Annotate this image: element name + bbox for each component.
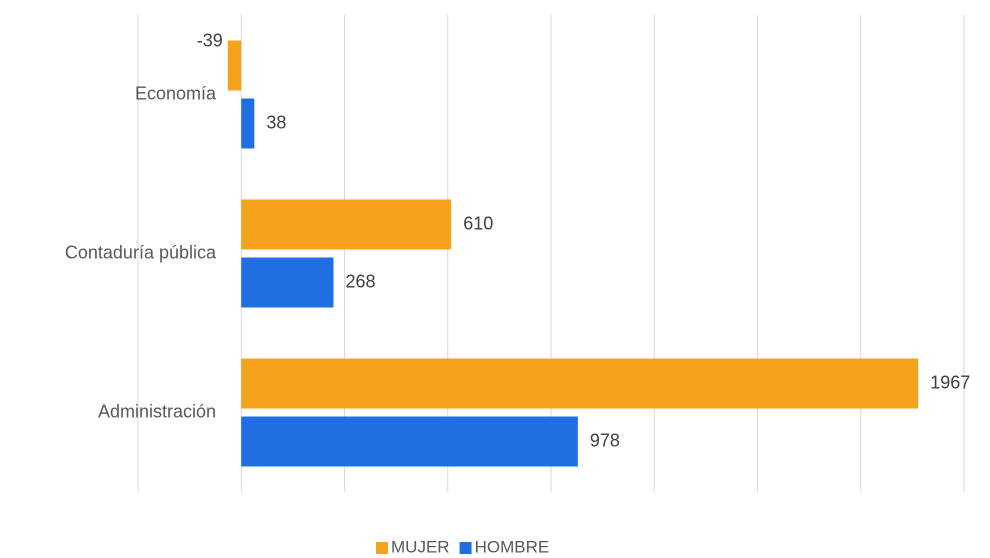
legend-swatch bbox=[459, 542, 472, 554]
value-label: 268 bbox=[345, 271, 375, 291]
value-label: -39 bbox=[197, 30, 223, 50]
legend-label: MUJER bbox=[391, 537, 450, 556]
legend-swatch bbox=[376, 542, 388, 554]
category-label: Contaduría pública bbox=[65, 242, 217, 262]
bar bbox=[241, 98, 255, 149]
legend-label: HOMBRE bbox=[475, 537, 550, 556]
value-label: 38 bbox=[266, 112, 286, 132]
bar bbox=[241, 257, 334, 308]
bar bbox=[241, 199, 452, 250]
value-label: 978 bbox=[590, 430, 620, 450]
category-label: Economía bbox=[135, 83, 217, 103]
value-label: 1967 bbox=[930, 372, 970, 392]
bar bbox=[241, 416, 578, 467]
bar bbox=[241, 358, 919, 409]
bar bbox=[227, 40, 242, 91]
category-label: Administración bbox=[98, 401, 216, 421]
value-label: 610 bbox=[463, 213, 493, 233]
